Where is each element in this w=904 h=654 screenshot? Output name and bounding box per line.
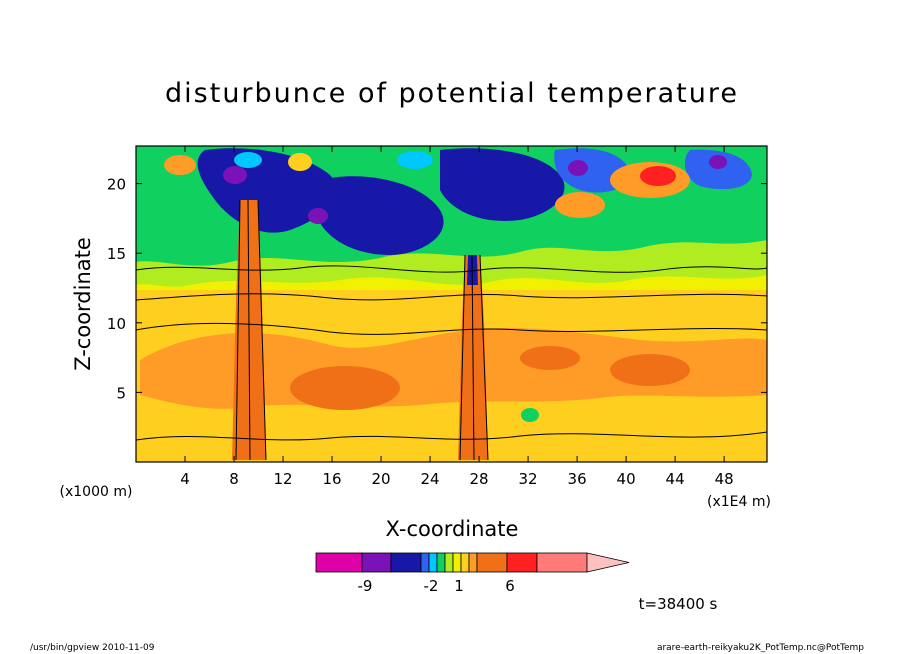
y-axis-unit: (x1000 m) <box>60 484 133 500</box>
x-tick-label: 4 <box>180 470 190 488</box>
contour-lines <box>136 199 767 461</box>
cold-blob-5 <box>684 149 752 190</box>
colorbar-labels: -9 -2 1 6 <box>358 577 515 595</box>
coldest-blob-4 <box>709 155 727 169</box>
coldest-blob-1 <box>223 166 247 184</box>
y-axis-title: Z-coordinate <box>71 237 95 371</box>
green-spot <box>521 408 539 422</box>
coldest-blob-2 <box>308 208 328 224</box>
colorbar-swatch <box>315 552 363 573</box>
upper-warm-4 <box>288 153 312 171</box>
warm-patch-1 <box>290 366 400 410</box>
colorbar-label: 1 <box>454 577 464 595</box>
field-shading <box>136 146 767 462</box>
footer-left: /usr/bin/gpview 2010-11-09 <box>30 643 155 653</box>
colorbar-swatch <box>390 552 422 573</box>
x-tick-label: 28 <box>470 470 489 488</box>
colorbar-swatch <box>361 552 392 573</box>
colorbar-arrow <box>586 552 630 573</box>
colorbar-label: -2 <box>424 577 439 595</box>
x-axis-title: X-coordinate <box>386 517 519 541</box>
x-tick-label: 32 <box>519 470 538 488</box>
upper-hot-1 <box>640 166 676 186</box>
cool-patch-1 <box>234 152 262 168</box>
y-tick-label: 5 <box>116 384 126 402</box>
colorbar-swatch <box>536 552 588 573</box>
x-tick-label: 20 <box>372 470 391 488</box>
colorbar-swatch <box>452 552 462 573</box>
x-axis-ticks: 4 8 12 16 20 24 28 32 36 40 44 48 <box>180 146 734 488</box>
y-tick-label: 20 <box>107 176 126 194</box>
colorbar-swatch <box>476 552 508 573</box>
band-low <box>136 404 767 462</box>
upper-warm-3 <box>164 155 196 175</box>
x-tick-label: 48 <box>715 470 734 488</box>
colorbar-swatch <box>420 552 430 573</box>
footer-right: arare-earth-reikyaku2K_PotTemp.nc@PotTem… <box>657 643 864 653</box>
colorbar-swatch <box>506 552 538 573</box>
x-tick-label: 24 <box>421 470 440 488</box>
x-tick-label: 40 <box>617 470 636 488</box>
upper-warm-2 <box>555 192 605 218</box>
warm-patch-2 <box>610 354 690 386</box>
coldest-blob-3 <box>568 160 588 176</box>
cold-blob-3 <box>440 148 565 221</box>
colorbar-label: 6 <box>505 577 515 595</box>
colorbar-swatch <box>436 552 446 573</box>
x-tick-label: 12 <box>273 470 292 488</box>
x-tick-label: 16 <box>322 470 341 488</box>
x-tick-label: 36 <box>568 470 587 488</box>
colorbar-swatch <box>460 552 470 573</box>
colorbar <box>315 552 630 573</box>
y-axis-ticks: 5 10 15 20 <box>107 176 767 402</box>
colorbar-swatch <box>468 552 478 573</box>
x-tick-label: 44 <box>666 470 685 488</box>
x-axis-unit: (x1E4 m) <box>707 494 771 510</box>
cool-patch-2 <box>397 151 433 169</box>
warm-patch-3 <box>520 346 580 370</box>
colorbar-label: -9 <box>358 577 373 595</box>
cold-blob-2 <box>315 176 444 255</box>
colorbar-swatch <box>428 552 438 573</box>
y-tick-label: 15 <box>107 245 126 263</box>
plot-area <box>135 145 768 463</box>
time-label: t=38400 s <box>639 595 718 613</box>
chart-title: disturbunce of potential temperature <box>165 78 739 109</box>
y-tick-label: 10 <box>107 315 126 333</box>
x-tick-label: 8 <box>229 470 239 488</box>
colorbar-swatch <box>444 552 454 573</box>
plot-frame <box>135 145 768 463</box>
